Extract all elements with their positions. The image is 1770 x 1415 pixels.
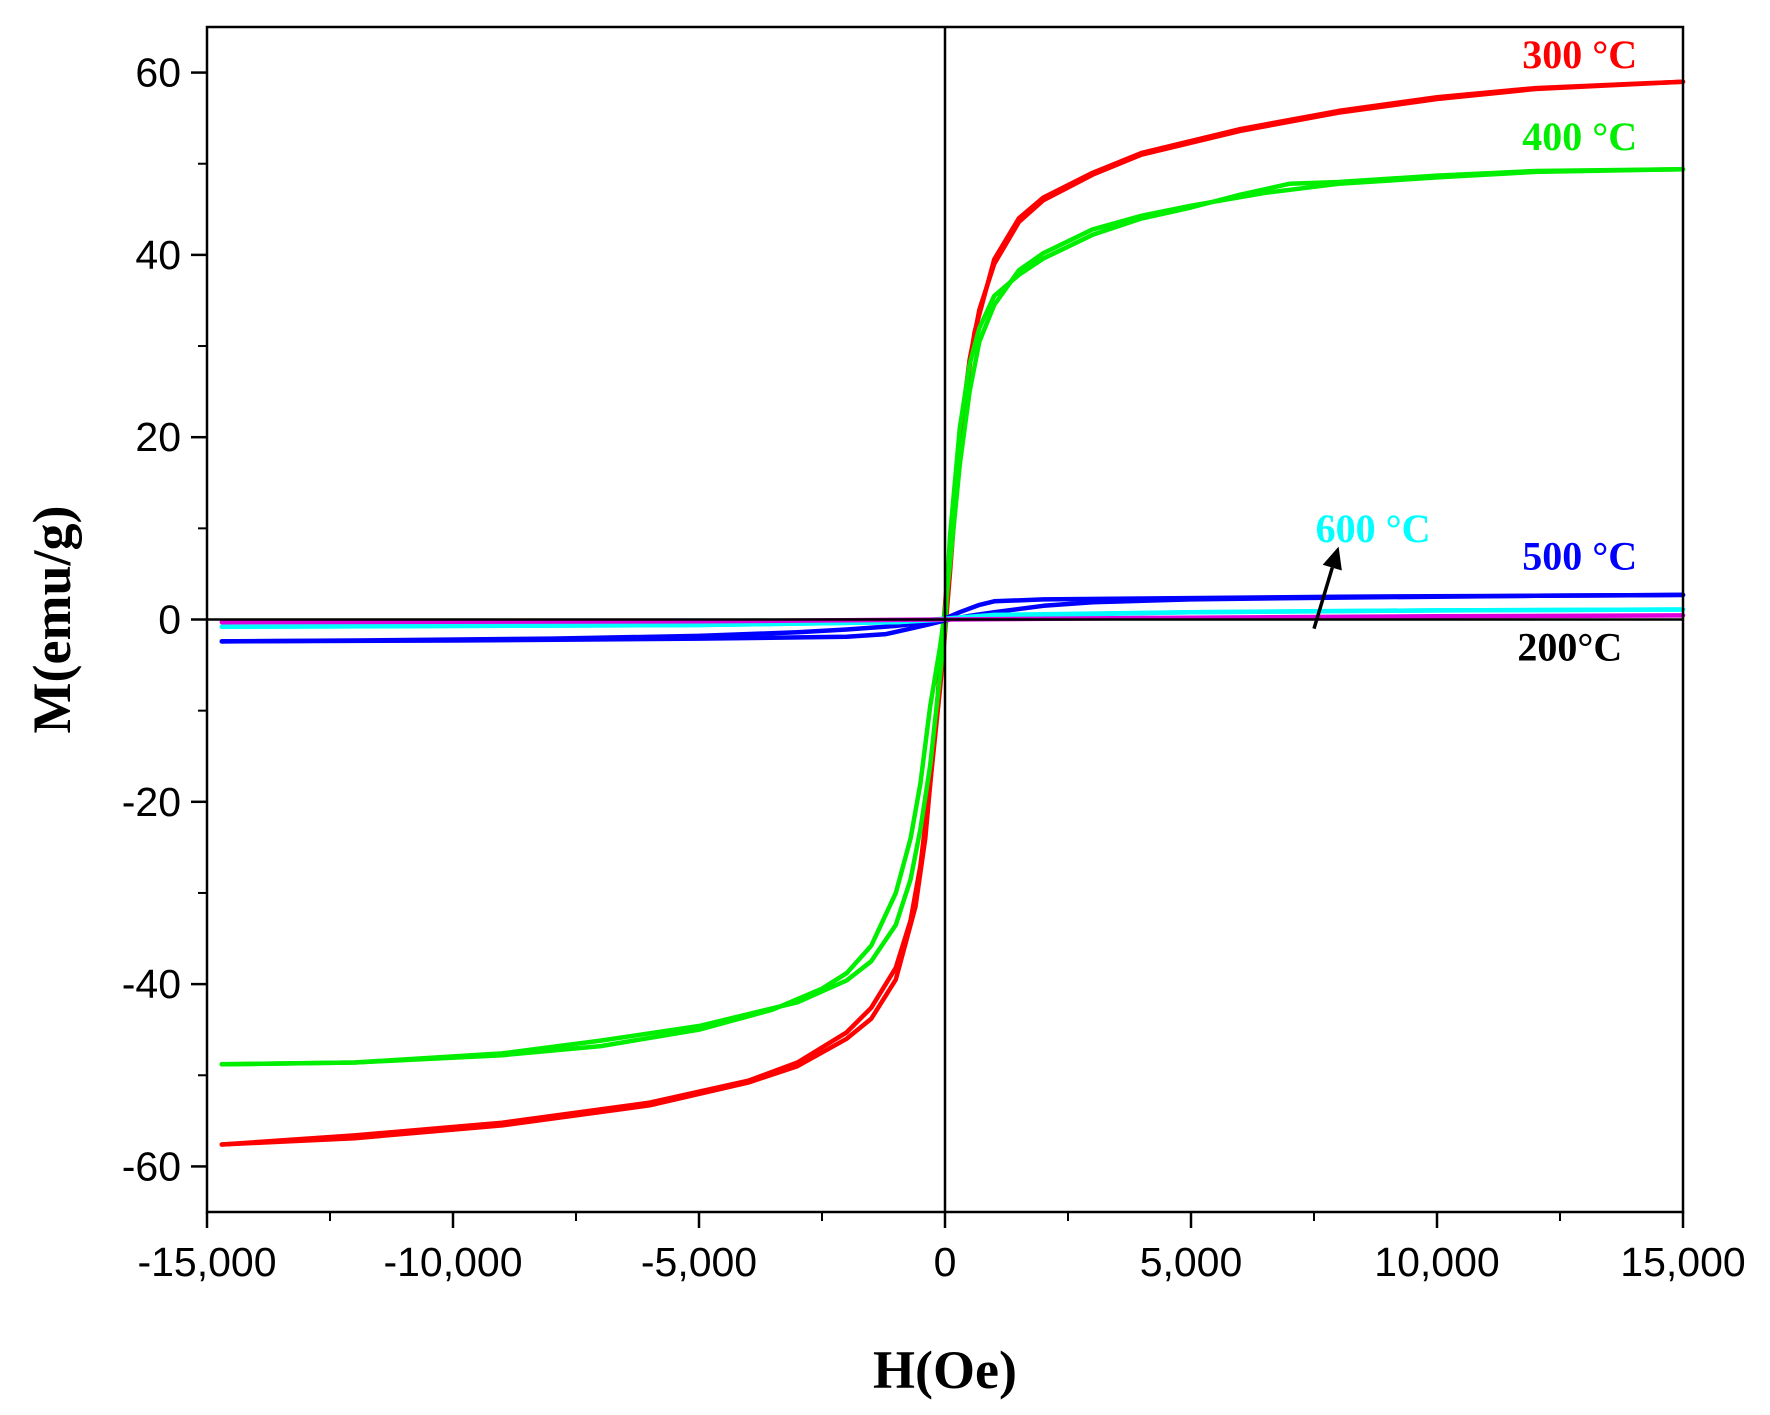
x-axis-ticks: [205, 1212, 1685, 1228]
pointer-arrow-shaft: [1312, 567, 1334, 630]
x-tick-label: 10,000: [1374, 1239, 1499, 1285]
x-tick-label: 5,000: [1140, 1239, 1243, 1285]
label-300c: 300 °C: [1522, 32, 1637, 77]
y-tick-label: 60: [135, 50, 181, 96]
y-tick-label: -20: [122, 779, 181, 825]
zero-axis-lines: [207, 27, 1683, 1212]
label-200c: 200°C: [1517, 625, 1622, 670]
series-600c-branch-2: [219, 607, 1686, 630]
plot-frame: [205, 25, 1685, 1214]
x-tick-label: -5,000: [641, 1239, 757, 1285]
label-400c: 400 °C: [1522, 114, 1637, 159]
label-500c: 500 °C: [1522, 533, 1637, 578]
x-tick-label: -10,000: [383, 1239, 522, 1285]
y-tick-label: 0: [158, 597, 181, 643]
y-axis-title: M(emu/g): [22, 506, 82, 734]
series-400c-branch-2: [219, 166, 1686, 1067]
series-annotations: 300 °C 400 °C 600 °C 500 °C 200°C: [1312, 32, 1637, 670]
series-curves: [219, 79, 1686, 1147]
x-axis-title: H(Oe): [873, 1340, 1017, 1400]
y-tick-label: -60: [122, 1143, 181, 1189]
y-axis-ticks: [191, 71, 207, 1168]
y-tick-label: -40: [122, 961, 181, 1007]
x-axis-tick-labels: -15,000 -10,000 -5,000 0 5,000 10,000 15,000: [137, 1239, 1745, 1285]
x-tick-label: 15,000: [1620, 1239, 1745, 1285]
pointer-arrow-head: [1322, 546, 1342, 571]
y-tick-label: 20: [135, 414, 181, 460]
x-tick-label: 0: [934, 1239, 957, 1285]
label-600c: 600 °C: [1316, 506, 1431, 551]
x-tick-label: -15,000: [137, 1239, 276, 1285]
y-axis-tick-labels: -60 -40 -20 0 20 40 60: [122, 50, 181, 1190]
y-tick-label: 40: [135, 232, 181, 278]
